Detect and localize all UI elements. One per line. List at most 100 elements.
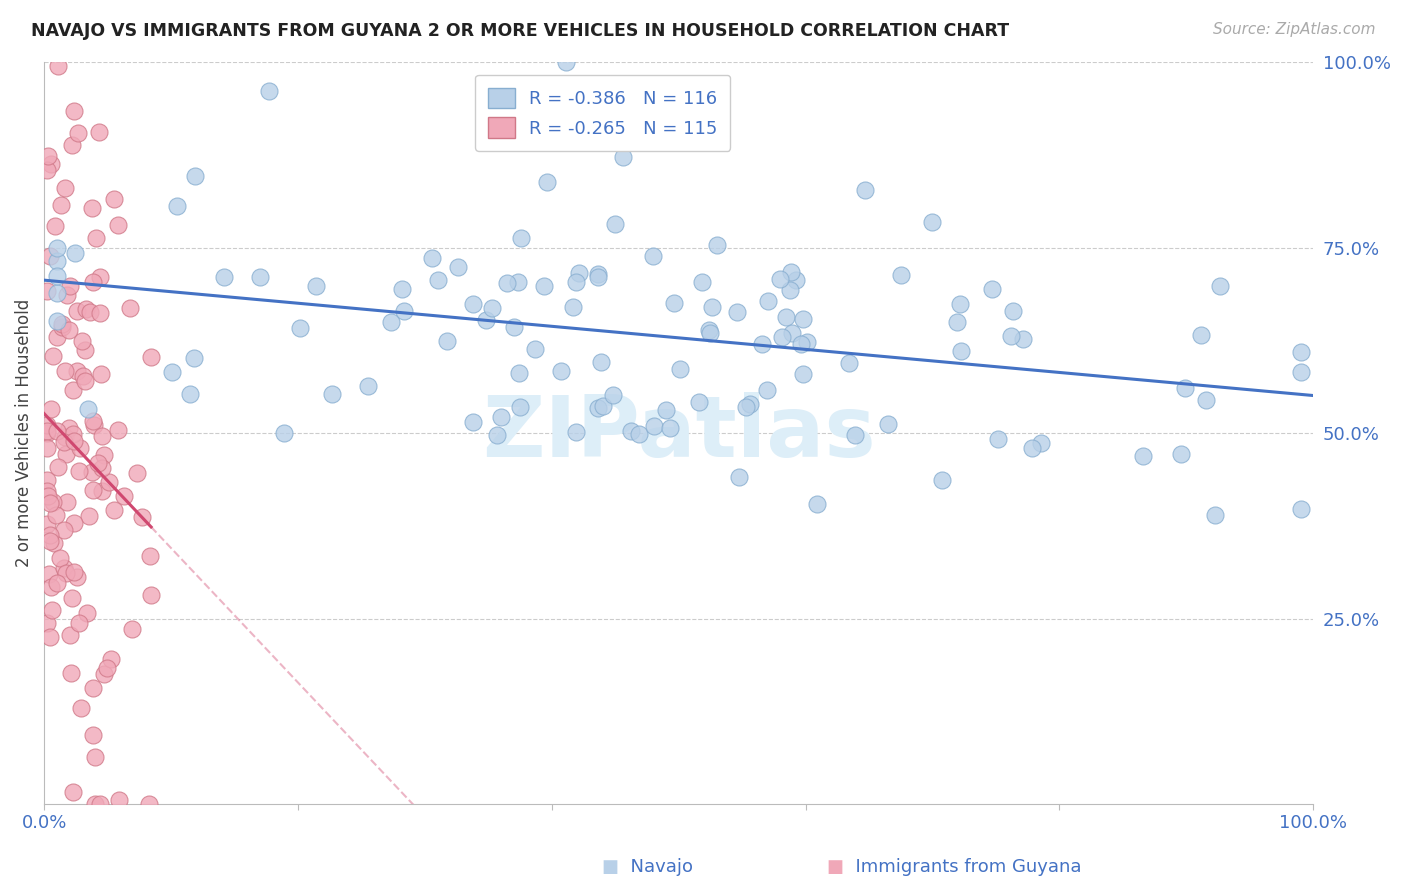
Point [75,374,97,388]
Point [45,241,67,255]
Point [725,305,748,319]
Point [509,400,531,414]
Point [39,580,62,594]
Point [46,424,69,438]
Point [564,276,586,290]
Point [91,483,114,498]
Point [592,400,614,414]
Point [321,387,343,401]
Point [138,797,160,811]
Point [97,475,120,489]
Point [756,294,779,309]
Point [643,419,665,434]
Point [184,169,207,183]
Point [727,469,749,483]
Point [183,351,205,366]
Point [1021,441,1043,455]
Point [35,426,58,441]
Point [67,126,90,140]
Text: Immigrants from Guyana: Immigrants from Guyana [844,858,1081,876]
Point [53,430,76,444]
Point [658,421,681,435]
Point [391,282,413,296]
Point [475,313,498,327]
Point [690,275,713,289]
Point [42,494,65,508]
Point [45,330,67,344]
Point [53,561,76,575]
Point [1011,332,1033,346]
Point [82,681,104,696]
Point [125,466,148,480]
Point [52,523,75,537]
Point [588,267,610,281]
Point [39,495,62,509]
Point [63,565,86,579]
Point [1029,436,1052,450]
Point [58,421,80,435]
Text: ■: ■ [827,858,844,876]
Point [662,295,685,310]
Point [946,314,969,328]
Point [1289,365,1312,379]
Point [669,362,692,376]
Point [35,441,58,455]
Point [921,214,943,228]
Point [550,364,572,378]
Point [51,320,73,334]
Point [288,321,311,335]
Point [60,591,83,605]
Point [305,278,328,293]
Point [495,277,517,291]
Point [63,246,86,260]
Point [63,434,86,448]
Point [45,268,67,283]
Point [790,336,813,351]
Point [55,447,77,461]
Point [700,300,723,314]
Point [588,269,610,284]
Point [775,310,797,325]
Point [508,366,530,380]
Point [45,285,67,300]
Point [89,270,111,285]
Point [39,534,62,549]
Point [179,387,201,401]
Point [82,728,104,742]
Y-axis label: 2 or more Vehicles in Household: 2 or more Vehicles in Household [15,299,32,567]
Point [257,84,280,98]
Point [565,425,588,440]
Point [486,428,509,442]
Point [58,323,80,337]
Point [46,576,69,591]
Point [53,181,76,195]
Point [461,297,484,311]
Point [735,400,758,414]
Point [65,570,87,584]
Point [699,326,721,341]
Point [35,517,58,532]
Point [603,217,626,231]
Point [166,199,188,213]
Point [39,249,62,263]
Point [35,417,58,432]
Point [427,273,450,287]
Point [35,424,58,438]
Point [82,275,104,289]
Point [853,182,876,196]
Point [96,660,118,674]
Point [131,509,153,524]
Point [75,301,97,316]
Point [60,138,83,153]
Point [41,157,63,171]
Point [41,603,63,617]
Point [436,334,458,348]
Point [612,150,634,164]
Point [770,330,793,344]
Point [139,588,162,602]
Point [93,667,115,681]
Point [51,198,73,212]
Point [82,201,104,215]
Point [112,489,135,503]
Point [44,219,66,234]
